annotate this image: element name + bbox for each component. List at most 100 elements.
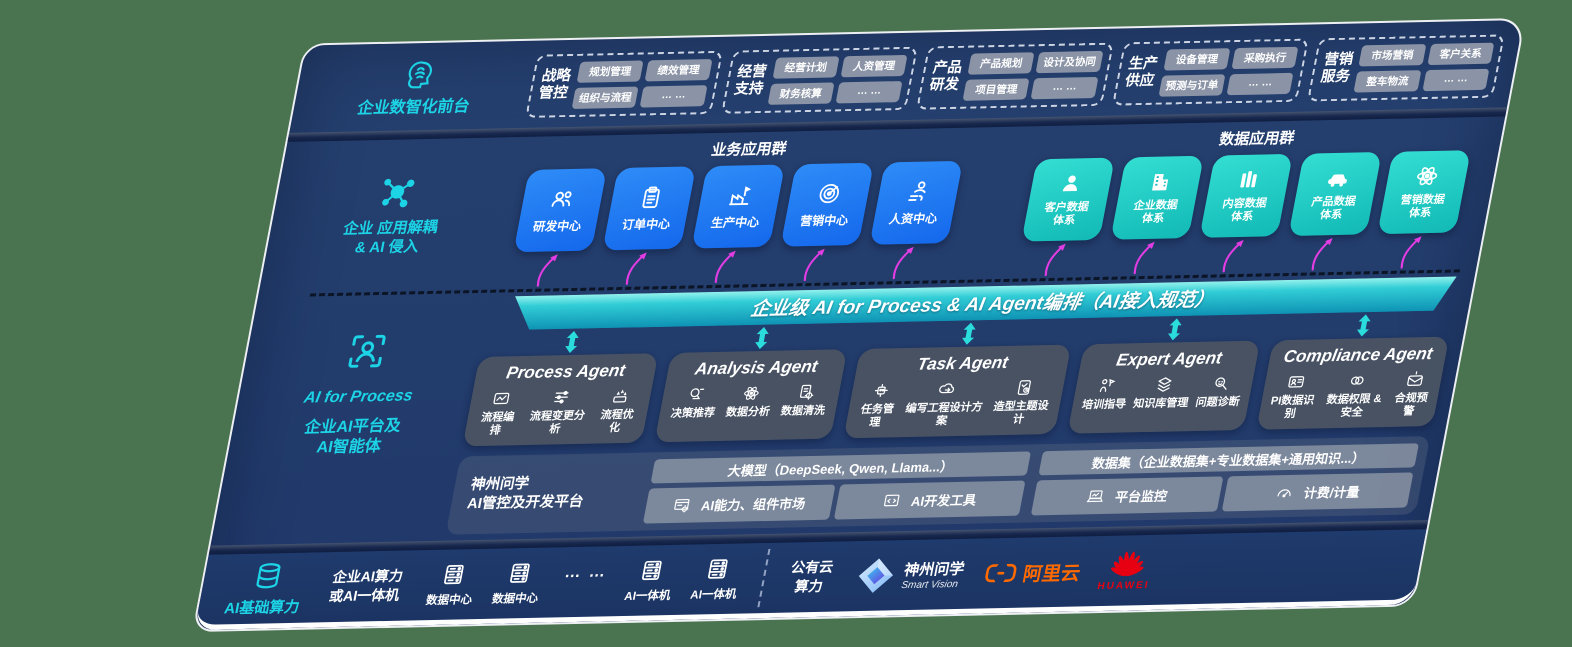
group-marketing: 营销 服务 市场营销 客户关系 整车物流 … …	[1307, 34, 1505, 102]
chip: 经营计划	[772, 56, 840, 79]
datacenter-node: 数据中心	[425, 561, 480, 608]
group-title: 生产 供应	[1123, 55, 1160, 90]
double-arrow-icon	[564, 330, 579, 353]
users-icon	[551, 191, 572, 207]
business-group-header: 业务应用群	[709, 140, 789, 159]
application-layer: 企业 应用解耦 & AI 侵入 业务应用群 研发中心	[259, 116, 1505, 292]
platform-label: 神州问学 AI管控及开发平台	[465, 475, 585, 513]
smartvision-diamond-icon	[859, 558, 894, 593]
agent-process: Process Agent 流程编排 流程变更分析 流程优化	[462, 330, 659, 447]
business-tiles: 研发中心 订单中心 生产中心	[507, 160, 964, 288]
ellipsis: … …	[563, 563, 609, 582]
agent-item: 数据分析	[724, 383, 775, 420]
process-orchestration-icon	[493, 392, 510, 405]
server-rack-icon	[510, 563, 530, 583]
huawei-flower-icon	[1110, 551, 1144, 577]
group-title: 战略 管控	[537, 67, 573, 103]
laptop-monitor-icon	[1086, 490, 1103, 503]
pink-arrow	[803, 248, 825, 281]
group-strategy: 战略 管控 规划管理 绩效管理 组织与流程 … …	[525, 50, 723, 118]
chip: 设计及协同	[1035, 50, 1104, 74]
agent-item: 决策推荐	[670, 384, 721, 421]
agent-items: 流程编排 流程变更分析 流程优化	[472, 385, 645, 438]
books-icon	[1240, 170, 1258, 188]
dataset-half: 数据集（企业数据集+专业数据集+通用知识...） 平台监控 计费/计量	[1030, 443, 1419, 516]
pink-arrow	[625, 252, 647, 285]
server-rack-icon	[444, 564, 464, 585]
cloud-design-icon	[939, 383, 955, 393]
chip: … …	[1226, 72, 1294, 96]
alibaba-cloud-logo: 阿里云	[981, 558, 1083, 587]
cell-billing-metering: 计费/计量	[1221, 472, 1414, 512]
tile-enterprise-data: 企业数据 体系	[1110, 155, 1205, 240]
agents-row: Process Agent 流程编排 流程变更分析 流程优化	[462, 314, 1450, 447]
chip: 设备管理	[1163, 48, 1231, 71]
agent-item: 任务管理	[853, 380, 904, 430]
chip: 市场营销	[1358, 43, 1427, 67]
group-chips: 市场营销 客户关系 整车物流 … …	[1353, 42, 1495, 93]
data-cleaning-icon	[800, 384, 814, 400]
alibaba-bracket-icon	[985, 563, 1017, 583]
chip: 项目管理	[962, 78, 1031, 101]
server-rack-icon	[708, 559, 729, 579]
ai-appliance-node: AI一体机	[623, 557, 678, 604]
tile-marketing-data: 营销数据 体系	[1377, 149, 1471, 234]
sliders-icon	[553, 390, 569, 404]
cell-platform-monitoring: 平台监控	[1030, 476, 1223, 516]
infrastructure-layer: AI基础算力 企业AI算力 或AI一体机 数据中心 数据中心 … … AI一体机 …	[194, 529, 1427, 630]
datacenter-node: 数据中心	[491, 560, 546, 607]
chip: 预测与订单	[1158, 74, 1226, 97]
group-chips: 规划管理 绩效管理 组织与流程 … …	[571, 58, 713, 109]
person-motion-icon	[908, 181, 926, 201]
pink-arrow	[714, 250, 736, 283]
agent-item: 造型主题设计	[986, 377, 1057, 428]
cell-ai-devtools: AI开发工具	[833, 480, 1026, 520]
ai-layer-label: AI for Process 企业AI平台及 AI智能体	[216, 292, 491, 545]
agent-item: 知识库管理	[1132, 374, 1194, 411]
agent-item: PI数据识别	[1266, 371, 1321, 422]
agent-title: Task Agent	[915, 352, 1010, 374]
chip: … …	[1031, 76, 1099, 100]
group-chips: 产品规划 设计及协同 项目管理 … …	[962, 50, 1104, 101]
group-chips: 经营计划 人资管理 财务核算 … …	[767, 54, 908, 105]
agent-expert: Expert Agent 培训指导 知识库管理 问题诊断	[1067, 318, 1261, 434]
pink-arrow	[1044, 243, 1066, 276]
agent-item: 数据权限 & 安全	[1317, 370, 1394, 421]
data-app-group: 数据应用群 客户数据 体系 企业数据 体系	[1001, 120, 1491, 276]
tile-product-data: 产品数据 体系	[1288, 151, 1382, 236]
chip: 人资管理	[840, 54, 908, 78]
front-groups: 战略 管控 规划管理 绩效管理 组织与流程 … … 经营 支持 经营计划 人资管理 …	[525, 34, 1505, 118]
business-app-group: 业务应用群 研发中心 订单中心	[493, 131, 983, 287]
tile-marketing-center: 营销中心	[780, 162, 875, 247]
building-icon	[1152, 173, 1169, 190]
chip: 整车物流	[1353, 70, 1422, 93]
infra-label: AI基础算力	[223, 559, 309, 618]
training-icon	[1100, 378, 1116, 392]
car-icon	[1328, 173, 1347, 187]
tile-cell: 企业数据 体系	[1104, 155, 1205, 275]
group-title: 营销 服务	[1319, 51, 1355, 86]
decision-icon	[690, 388, 705, 400]
double-arrow-icon	[755, 326, 769, 349]
agent-item: 流程编排	[472, 388, 525, 439]
scan-person-icon	[348, 334, 386, 368]
tile-hr-center: 人资中心	[869, 160, 964, 245]
agent-item: 问题诊断	[1194, 373, 1245, 410]
ai-platform-layer: AI for Process 企业AI平台及 AI智能体 企业级 AI for …	[210, 272, 1475, 546]
chip: 财务核算	[767, 82, 835, 105]
platform-strip: 神州问学 AI管控及开发平台 大模型（DeepSeek, Qwen, Llama…	[445, 436, 1431, 535]
group-title: 经营 支持	[732, 63, 769, 99]
public-cloud-label: 公有云 算力	[789, 558, 835, 595]
data-group-header: 数据应用群	[1217, 129, 1297, 149]
group-supply: 生产 供应 设备管理 采购执行 预测与订单 … …	[1111, 38, 1310, 106]
molecule-icon	[382, 178, 415, 208]
agent-item: 流程优化	[591, 385, 644, 436]
target-icon	[819, 183, 840, 203]
double-arrow-icon	[961, 322, 976, 345]
chip: 采购执行	[1231, 46, 1299, 70]
agent-item: 编写工程设计方案	[899, 378, 991, 429]
agent-item: 合规预警	[1389, 369, 1435, 419]
tile-cell: 产品数据 体系	[1282, 151, 1382, 271]
atom-icon	[1417, 166, 1438, 185]
